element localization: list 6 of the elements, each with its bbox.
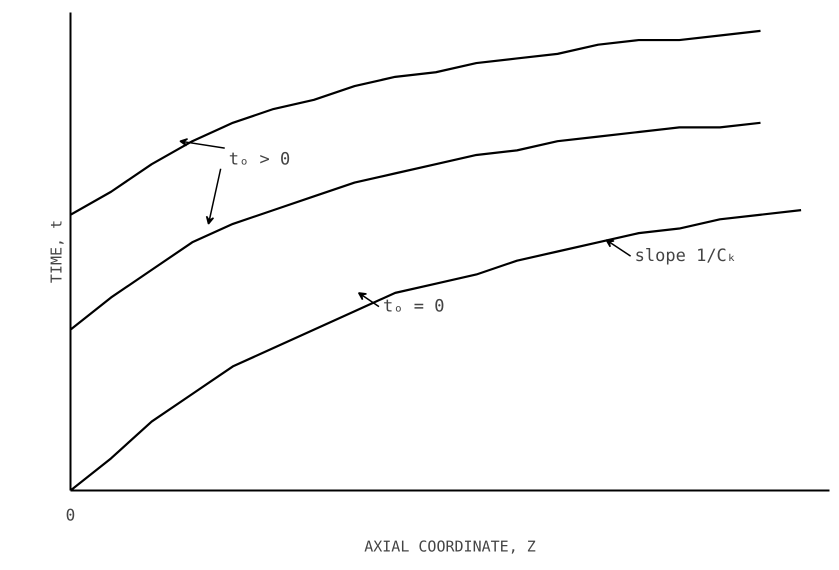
y-axis-title: TIME, t bbox=[48, 220, 66, 284]
annotation: tₒ > 0 bbox=[228, 150, 290, 170]
annotation: tₒ = 0 bbox=[383, 296, 444, 317]
x-axis-title: AXIAL COORDINATE, Z bbox=[364, 538, 536, 556]
annotation: slope 1/Cₖ bbox=[634, 246, 738, 266]
text: 0 bbox=[66, 506, 76, 524]
